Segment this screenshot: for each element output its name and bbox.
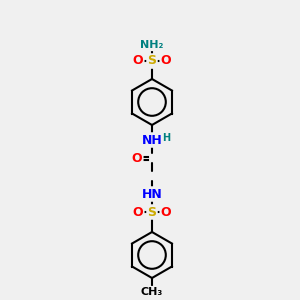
Text: H: H [162, 133, 170, 143]
Text: NH₂: NH₂ [140, 40, 164, 50]
Text: O: O [161, 55, 171, 68]
Text: HN: HN [142, 188, 162, 200]
Text: O: O [132, 152, 142, 164]
Text: O: O [161, 206, 171, 218]
Text: S: S [148, 206, 157, 218]
Text: O: O [133, 206, 143, 218]
Text: S: S [148, 55, 157, 68]
Text: O: O [133, 55, 143, 68]
Text: NH: NH [142, 134, 162, 146]
Text: CH₃: CH₃ [141, 287, 163, 297]
